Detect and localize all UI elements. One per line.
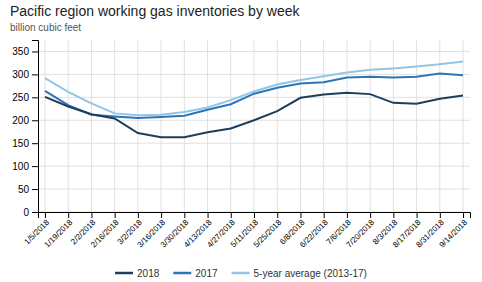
x-tick: 6/22/2018 <box>298 212 330 249</box>
x-tick-mark <box>440 212 441 218</box>
x-tick-label: 2/16/2018 <box>89 218 121 250</box>
grid-line-x <box>277 40 278 212</box>
y-tick-label: 300 <box>12 69 29 80</box>
y-axis: 0 50 100 150 200 250 300 350 <box>12 41 38 218</box>
grid-line-x <box>184 40 185 212</box>
x-tick-mark <box>45 212 46 218</box>
x-tick-label: 6/22/2018 <box>298 218 330 250</box>
x-tick-mark <box>347 212 348 218</box>
x-tick-mark <box>161 212 162 218</box>
x-tick-label: 5/25/2018 <box>252 218 284 250</box>
x-tick-mark <box>208 212 209 218</box>
y-tick: 100 <box>12 161 38 172</box>
y-tick-label: 50 <box>18 184 30 195</box>
series-line <box>45 62 463 116</box>
series-line <box>45 73 463 117</box>
y-tick-label: 250 <box>12 92 29 103</box>
y-tick: 350 <box>12 46 38 57</box>
x-tick: 7/20/2018 <box>345 212 377 249</box>
y-tick: 200 <box>12 115 38 126</box>
grid-line-x <box>393 40 394 212</box>
y-tick-label: 200 <box>12 115 29 126</box>
grid-line-x <box>137 40 138 212</box>
y-axis-line <box>32 41 39 213</box>
x-tick-mark <box>370 212 371 218</box>
x-axis: 1/5/20181/19/20182/2/20182/16/20183/2/20… <box>23 212 471 249</box>
x-tick: 5/25/2018 <box>252 212 284 249</box>
x-tick: 2/16/2018 <box>89 212 121 249</box>
y-tick-mark <box>32 74 38 75</box>
x-tick-label: 1/19/2018 <box>43 218 75 250</box>
y-tick: 250 <box>12 92 38 103</box>
x-tick-mark <box>300 212 301 218</box>
grid-line-x <box>44 40 45 212</box>
x-tick-mark <box>324 212 325 218</box>
legend: 2018 2017 5-year average (2013-17) <box>115 268 367 279</box>
legend-swatch <box>232 272 250 275</box>
x-tick-mark <box>184 212 185 218</box>
grid-line-x <box>323 40 324 212</box>
y-tick-mark <box>32 120 38 121</box>
y-tick-label: 350 <box>12 46 29 57</box>
y-tick: 300 <box>12 69 38 80</box>
grid-line-x <box>346 40 347 212</box>
x-axis-line <box>39 213 471 219</box>
subtitle: billion cubic feet <box>10 22 81 33</box>
y-tick-mark <box>32 212 38 213</box>
x-tick-mark <box>277 212 278 218</box>
y-tick-mark <box>32 97 38 98</box>
x-tick: 1/19/2018 <box>43 212 75 249</box>
legend-label: 2018 <box>137 268 160 279</box>
grid <box>38 40 470 212</box>
y-tick: 50 <box>18 184 38 195</box>
y-tick-label: 0 <box>23 207 29 218</box>
grid-line-x <box>300 40 301 212</box>
grid-line-x <box>114 40 115 212</box>
x-tick-mark <box>138 212 139 218</box>
legend-swatch <box>173 272 191 275</box>
x-tick-mark <box>463 212 464 218</box>
x-tick-label: 9/14/2018 <box>438 218 470 250</box>
y-tick: 150 <box>12 138 38 149</box>
title: Pacific region working gas inventories b… <box>10 3 300 19</box>
x-tick-label: 7/20/2018 <box>345 218 377 250</box>
grid-line-x <box>68 40 69 212</box>
grid-line-x <box>91 40 92 212</box>
grid-line-x <box>230 40 231 212</box>
legend-label: 2017 <box>195 268 218 279</box>
y-tick: 0 <box>23 207 38 218</box>
x-tick-mark <box>68 212 69 218</box>
legend-item: 2017 <box>173 268 218 279</box>
x-tick-mark <box>393 212 394 218</box>
x-tick-mark <box>231 212 232 218</box>
grid-line-x <box>207 40 208 212</box>
grid-line-x <box>254 40 255 212</box>
legend-swatch <box>115 272 133 275</box>
series-line <box>45 93 463 137</box>
grid-line-x <box>161 40 162 212</box>
y-tick-label: 100 <box>12 161 29 172</box>
legend-item: 2018 <box>115 268 160 279</box>
grid-line-x <box>439 40 440 212</box>
y-tick-mark <box>32 51 38 52</box>
lines <box>45 62 463 138</box>
y-tick-mark <box>32 143 38 144</box>
grid-line-x <box>370 40 371 212</box>
y-tick-mark <box>32 189 38 190</box>
y-tick-label: 150 <box>12 138 29 149</box>
x-tick-mark <box>91 212 92 218</box>
legend-label: 5-year average (2013-17) <box>254 268 367 279</box>
y-tick-mark <box>32 166 38 167</box>
x-tick: 9/14/2018 <box>438 212 470 249</box>
x-tick-mark <box>417 212 418 218</box>
x-tick-mark <box>254 212 255 218</box>
chart: Pacific region working gas inventories b… <box>0 0 482 282</box>
legend-item: 5-year average (2013-17) <box>232 268 367 279</box>
grid-line-x <box>463 40 464 212</box>
plot: 0 50 100 150 200 250 300 350 1/5/20181/19/20182/… <box>12 40 470 249</box>
x-tick-mark <box>115 212 116 218</box>
